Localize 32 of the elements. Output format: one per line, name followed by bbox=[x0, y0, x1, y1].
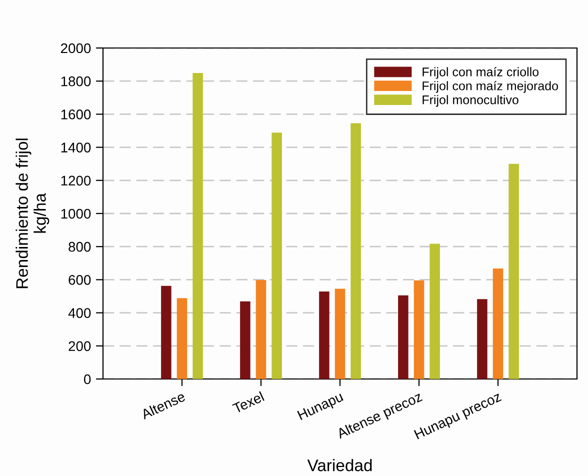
bar bbox=[492, 268, 504, 379]
x-tick-label: Texel bbox=[232, 391, 264, 414]
bar bbox=[256, 280, 266, 379]
y-tick-label: 400 bbox=[68, 308, 91, 318]
y-tick-label: 200 bbox=[68, 341, 91, 352]
y-tick-label: 0 bbox=[84, 374, 91, 384]
bar bbox=[430, 244, 440, 379]
y-tick-label: 2000 bbox=[61, 43, 91, 54]
bar bbox=[414, 280, 424, 379]
bar bbox=[334, 288, 346, 379]
y-tick-label: 800 bbox=[68, 242, 91, 252]
legend-label: Frijol con maíz mejorado bbox=[422, 80, 558, 93]
y-tick-label: 600 bbox=[68, 275, 91, 285]
bar bbox=[398, 295, 408, 379]
bar bbox=[176, 298, 188, 379]
y-tick-label: 1200 bbox=[61, 176, 91, 186]
y-axis-title: Rendimiento de frijol kg/ha bbox=[16, 138, 50, 288]
legend-label: Frijol monocultivo bbox=[422, 95, 518, 107]
bar bbox=[319, 291, 330, 379]
bar bbox=[508, 164, 519, 379]
bar bbox=[350, 123, 361, 379]
bar bbox=[272, 132, 282, 379]
bar bbox=[161, 286, 172, 379]
x-axis-title: Variedad bbox=[307, 459, 372, 472]
y-tick-label: 1400 bbox=[61, 142, 91, 152]
y-tick-label: 1000 bbox=[61, 208, 91, 219]
legend-label: Frijol con maíz criollo bbox=[422, 67, 539, 79]
y-tick-label: 1600 bbox=[61, 110, 91, 120]
bar bbox=[477, 299, 488, 379]
bar bbox=[192, 72, 203, 379]
bar bbox=[240, 301, 250, 379]
y-tick-label: 1800 bbox=[61, 76, 91, 86]
